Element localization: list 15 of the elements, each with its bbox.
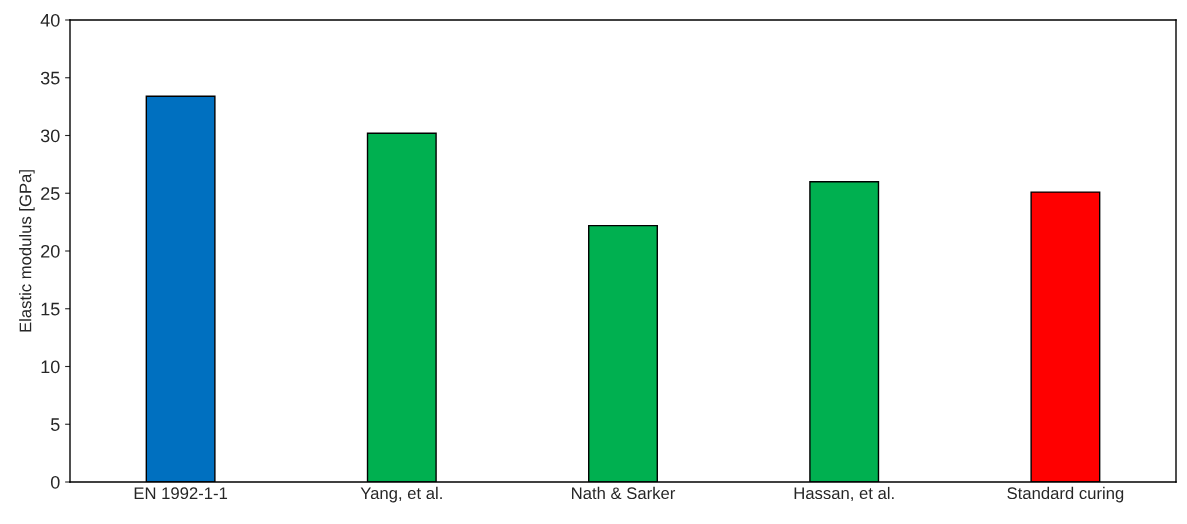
y-tick-label: 30 [40,129,60,143]
y-tick-label: 0 [50,475,60,489]
x-tick-label: Yang, et al. [360,486,442,503]
y-axis-title: Elastic modulus [GPa] [19,170,35,332]
y-tick-label: 5 [50,418,60,431]
x-tick-label: Hassan, et al. [794,486,894,502]
y-tick-label: 35 [40,71,60,85]
x-tick-label: EN 1992-1-1 [134,487,228,500]
y-tick-label: 25 [41,187,60,200]
x-tick-label: Nath & Sarker [572,486,676,500]
y-tick-label: 10 [41,360,60,374]
y-tick-label: 20 [41,244,60,258]
y-tick-label: 40 [40,13,60,27]
y-tick-label: 15 [41,302,60,316]
x-tick-label: Standard curing [1007,486,1124,503]
